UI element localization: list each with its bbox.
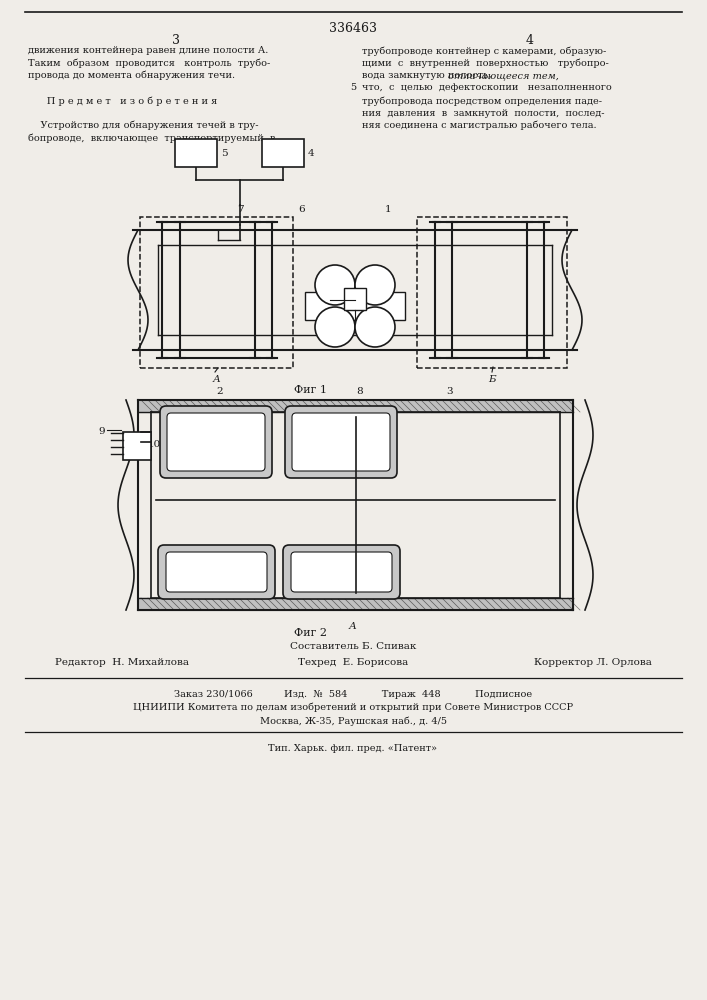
Text: 8: 8 — [357, 387, 363, 396]
Circle shape — [355, 265, 395, 305]
Text: Устройство для обнаружения течей в тру-: Устройство для обнаружения течей в тру- — [28, 121, 259, 130]
Text: 7: 7 — [237, 205, 244, 214]
FancyBboxPatch shape — [292, 413, 390, 471]
Text: Москва, Ж-35, Раушская наб., д. 4/5: Москва, Ж-35, Раушская наб., д. 4/5 — [259, 716, 447, 726]
Text: бопроводе,  включающее  транспортируемый  в: бопроводе, включающее транспортируемый в — [28, 133, 275, 143]
Text: что,  с  целью  дефектоскопии   незаполненного: что, с целью дефектоскопии незаполненног… — [362, 84, 612, 93]
Text: 6: 6 — [298, 205, 305, 214]
Text: 1: 1 — [385, 205, 392, 214]
Text: 3: 3 — [447, 387, 453, 396]
Text: Техред  Е. Борисова: Техред Е. Борисова — [298, 658, 408, 667]
Text: няя соединена с магистралью рабочего тела.: няя соединена с магистралью рабочего тел… — [362, 121, 597, 130]
FancyBboxPatch shape — [158, 545, 275, 599]
Text: Фиг 2: Фиг 2 — [293, 628, 327, 638]
Text: 5: 5 — [350, 84, 356, 93]
Text: Корректор Л. Орлова: Корректор Л. Орлова — [534, 658, 652, 667]
Text: отличающееся тем,: отличающееся тем, — [448, 71, 559, 80]
FancyBboxPatch shape — [291, 552, 392, 592]
Text: 2: 2 — [216, 387, 223, 396]
Text: А: А — [349, 622, 357, 631]
Text: трубопроводе контейнер с камерами, образую-: трубопроводе контейнер с камерами, образ… — [362, 46, 606, 55]
Text: 5: 5 — [221, 148, 228, 157]
Text: Заказ 230/1066          Изд.  №  584           Тираж  448           Подписное: Заказ 230/1066 Изд. № 584 Тираж 448 Подп… — [174, 690, 532, 699]
Text: 10: 10 — [148, 440, 161, 449]
Bar — [344, 288, 366, 310]
Bar — [123, 432, 151, 460]
Text: Б: Б — [489, 375, 496, 384]
Text: ЦНИИПИ Комитета по делам изобретений и открытий при Совете Министров СССР: ЦНИИПИ Комитета по делам изобретений и о… — [133, 703, 573, 712]
Text: щими  с  внутренней  поверхностью   трубопро-: щими с внутренней поверхностью трубопро- — [362, 58, 609, 68]
Circle shape — [315, 307, 355, 347]
Text: 9: 9 — [98, 427, 105, 436]
Text: 4: 4 — [308, 148, 315, 157]
Text: 4: 4 — [526, 34, 534, 47]
Text: Составитель Б. Спивак: Составитель Б. Спивак — [290, 642, 416, 651]
Text: А: А — [213, 375, 221, 384]
FancyBboxPatch shape — [285, 406, 397, 478]
FancyBboxPatch shape — [160, 406, 272, 478]
Text: Редактор  Н. Михайлова: Редактор Н. Михайлова — [55, 658, 189, 667]
FancyBboxPatch shape — [167, 413, 265, 471]
Text: ния  давления  в  замкнутой  полости,  послед-: ния давления в замкнутой полости, послед… — [362, 108, 604, 117]
Bar — [305, 292, 405, 320]
Bar — [417, 217, 567, 368]
Bar — [140, 217, 293, 368]
Circle shape — [355, 307, 395, 347]
Text: 336463: 336463 — [329, 22, 377, 35]
Text: Тип. Харьк. фил. пред. «Патент»: Тип. Харьк. фил. пред. «Патент» — [269, 744, 438, 753]
Bar — [175, 139, 217, 167]
Text: П р е д м е т   и з о б р е т е н и я: П р е д м е т и з о б р е т е н и я — [28, 96, 217, 105]
Text: Таким  образом  проводится   контроль  трубо-: Таким образом проводится контроль трубо- — [28, 58, 270, 68]
Text: провода до момента обнаружения течи.: провода до момента обнаружения течи. — [28, 71, 235, 81]
Circle shape — [315, 265, 355, 305]
Bar — [262, 139, 304, 167]
FancyBboxPatch shape — [283, 545, 400, 599]
Text: движения контейнера равен длине полости А.: движения контейнера равен длине полости … — [28, 46, 269, 55]
Text: Фиг 1: Фиг 1 — [293, 385, 327, 395]
Text: 3: 3 — [172, 34, 180, 47]
Text: трубопровода посредством определения паде-: трубопровода посредством определения пад… — [362, 96, 602, 105]
FancyBboxPatch shape — [166, 552, 267, 592]
Text: вода замкнутую полость,: вода замкнутую полость, — [362, 71, 495, 80]
